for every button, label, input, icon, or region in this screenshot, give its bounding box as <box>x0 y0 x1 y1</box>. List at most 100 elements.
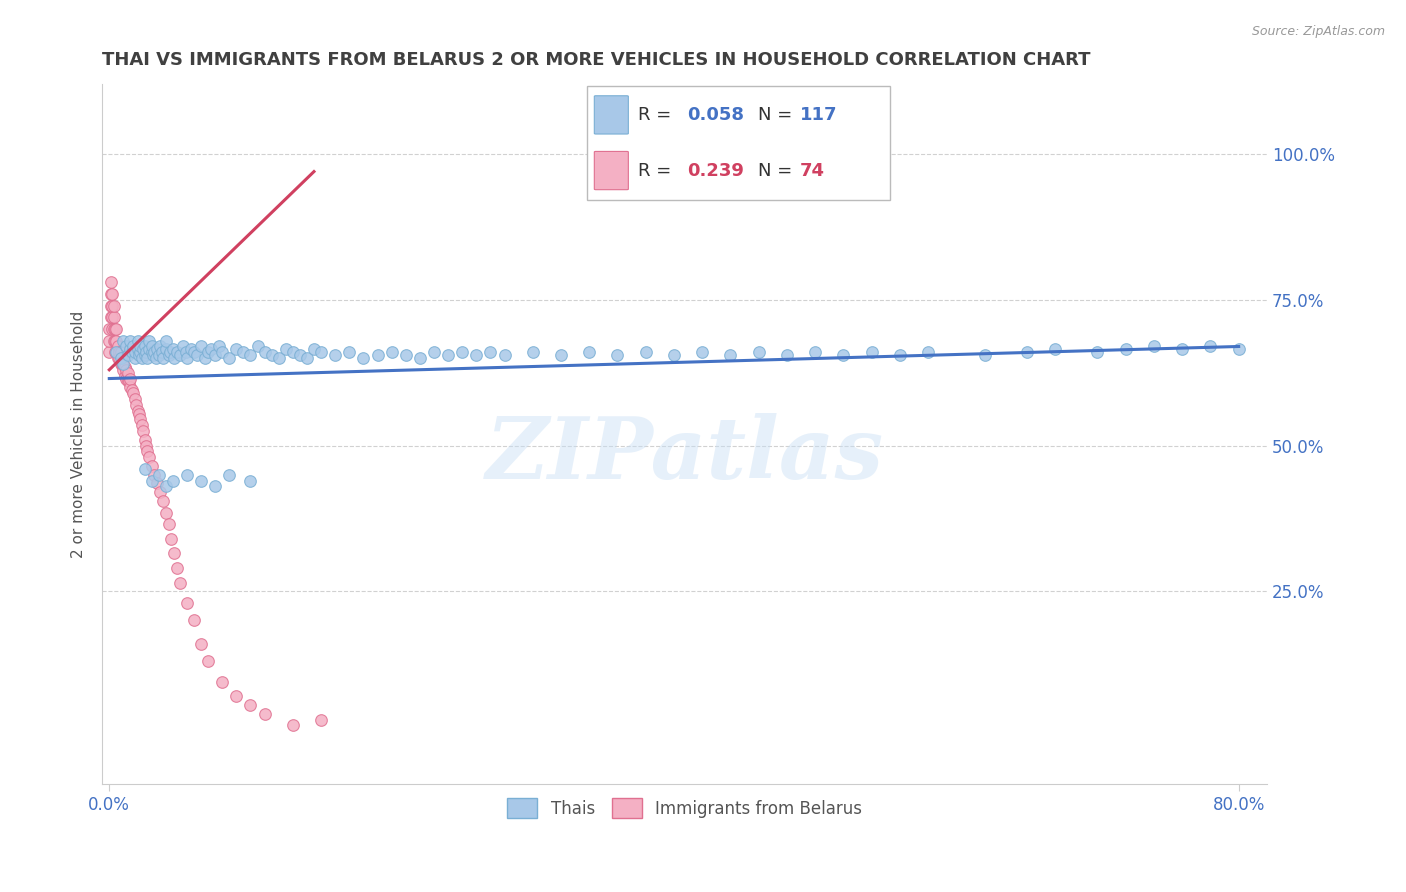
Text: R =: R = <box>638 106 676 124</box>
Point <box>494 348 516 362</box>
Point <box>100 299 122 313</box>
Point <box>190 637 212 651</box>
Point <box>149 339 172 353</box>
Point <box>163 351 186 366</box>
Text: THAI VS IMMIGRANTS FROM BELARUS 2 OR MORE VEHICLES IN HOUSEHOLD CORRELATION CHAR: THAI VS IMMIGRANTS FROM BELARUS 2 OR MOR… <box>103 51 1091 69</box>
Point <box>134 339 156 353</box>
Point <box>143 467 166 482</box>
Point <box>211 674 233 689</box>
Point <box>169 348 191 362</box>
Point <box>804 345 827 359</box>
Point <box>129 339 152 353</box>
Point <box>112 334 135 348</box>
Point <box>138 450 160 465</box>
Point <box>103 322 125 336</box>
Point <box>155 479 177 493</box>
Point <box>100 276 122 290</box>
Point <box>748 345 770 359</box>
Point <box>145 351 167 366</box>
Point <box>479 345 502 359</box>
Point <box>1199 339 1222 353</box>
Point <box>190 474 212 488</box>
Point <box>104 345 127 359</box>
Point <box>253 345 276 359</box>
Point <box>118 375 141 389</box>
Point <box>148 348 170 362</box>
Point <box>180 343 202 357</box>
Point <box>451 345 474 359</box>
Point <box>105 345 128 359</box>
Text: Source: ZipAtlas.com: Source: ZipAtlas.com <box>1251 25 1385 38</box>
Y-axis label: 2 or more Vehicles in Household: 2 or more Vehicles in Household <box>72 310 86 558</box>
Point <box>204 348 226 362</box>
Point <box>110 357 132 371</box>
Point <box>132 424 155 438</box>
Point <box>578 345 600 359</box>
Point <box>1171 343 1194 357</box>
Point <box>105 322 128 336</box>
Point <box>288 348 311 362</box>
Text: 0.058: 0.058 <box>688 106 744 124</box>
Point <box>281 345 304 359</box>
Point <box>917 345 939 359</box>
Point <box>117 375 139 389</box>
Point <box>103 299 125 313</box>
Point <box>112 357 135 371</box>
Point <box>150 345 173 359</box>
Point <box>176 351 198 366</box>
Point <box>465 348 488 362</box>
Point <box>101 287 124 301</box>
FancyBboxPatch shape <box>586 86 890 200</box>
Point <box>142 348 165 362</box>
Point <box>225 690 247 704</box>
Point <box>112 357 135 371</box>
Point <box>120 371 142 385</box>
Point <box>166 561 188 575</box>
Point <box>239 474 262 488</box>
Point <box>274 343 297 357</box>
Point <box>662 348 685 362</box>
Point <box>141 458 163 473</box>
Point <box>183 614 205 628</box>
Point <box>204 479 226 493</box>
Point <box>136 444 159 458</box>
Point <box>141 474 163 488</box>
Point <box>127 343 149 357</box>
Point <box>127 403 149 417</box>
Point <box>352 351 374 366</box>
Point <box>111 357 134 371</box>
Point <box>129 412 152 426</box>
Point <box>218 467 240 482</box>
Point <box>124 345 146 359</box>
Point <box>98 322 121 336</box>
Point <box>157 348 180 362</box>
Point <box>98 345 121 359</box>
Point <box>197 654 219 668</box>
Point <box>110 345 132 359</box>
Point <box>309 345 332 359</box>
Point <box>103 334 125 348</box>
Point <box>117 348 139 362</box>
Point <box>159 345 181 359</box>
Point <box>146 476 169 491</box>
Text: R =: R = <box>638 161 676 179</box>
Point <box>381 345 404 359</box>
Point <box>149 485 172 500</box>
Point <box>100 287 122 301</box>
Point <box>218 351 240 366</box>
Point <box>1087 345 1109 359</box>
Point <box>131 351 153 366</box>
Point <box>120 334 142 348</box>
Point <box>295 351 318 366</box>
Point <box>98 334 121 348</box>
Text: 0.239: 0.239 <box>688 161 744 179</box>
Point <box>114 368 136 383</box>
Point <box>121 345 143 359</box>
Point <box>163 546 186 560</box>
Point <box>117 366 139 380</box>
Point <box>267 351 290 366</box>
Point <box>423 345 446 359</box>
Point <box>1043 343 1066 357</box>
Point <box>225 343 247 357</box>
Point <box>155 334 177 348</box>
